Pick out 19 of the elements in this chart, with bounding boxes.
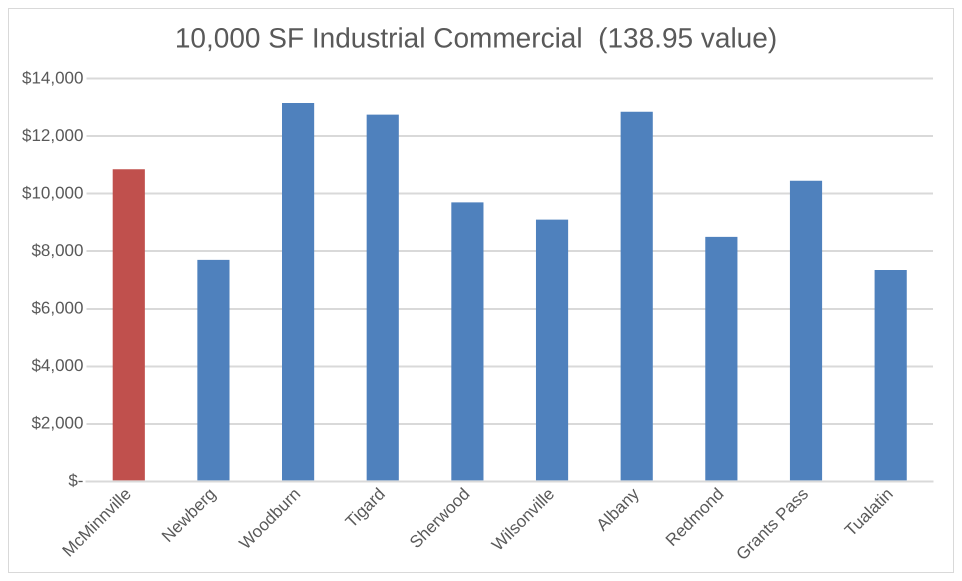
bar — [620, 112, 653, 480]
y-tick-label: $2,000 — [31, 414, 84, 433]
y-tick-label: $12,000 — [22, 126, 84, 145]
bar — [112, 169, 145, 480]
y-tick-label: $14,000 — [22, 68, 84, 88]
bar — [451, 202, 484, 480]
y-tick-label: $4,000 — [31, 356, 84, 376]
y-tick-label: $8,000 — [31, 240, 84, 260]
chart-title: 10,000 SF Industrial Commercial (138.95 value) — [174, 22, 778, 54]
bar — [282, 103, 314, 480]
y-tick-label: $6,000 — [31, 298, 84, 318]
bar — [790, 180, 822, 480]
bar — [705, 236, 738, 480]
bar — [536, 220, 568, 480]
bar — [874, 270, 907, 480]
bar — [197, 260, 230, 480]
y-tick-label: $10,000 — [22, 183, 84, 202]
bar — [366, 114, 399, 480]
y-tick-label: $- — [68, 471, 84, 490]
